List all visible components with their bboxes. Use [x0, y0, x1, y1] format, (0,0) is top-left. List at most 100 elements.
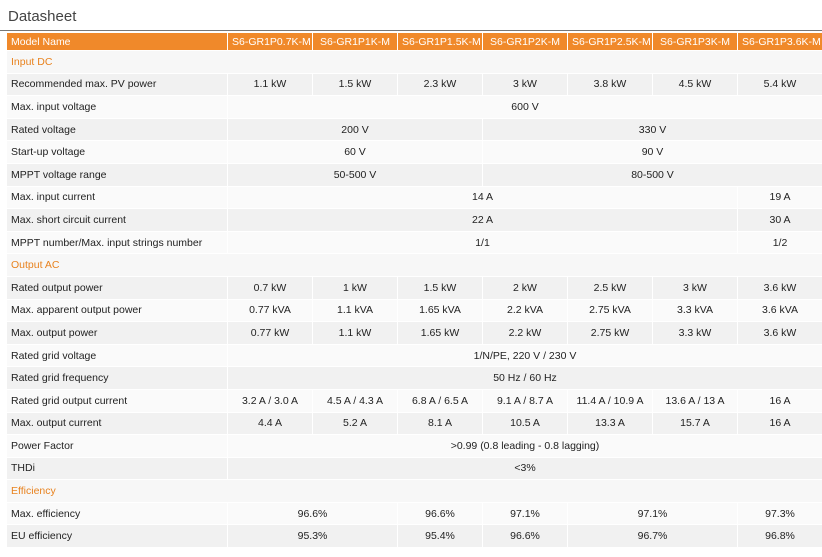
cell: 96.6%	[482, 524, 568, 549]
cell: 3 kW	[482, 72, 568, 97]
model-header: S6-GR1P1K-M	[312, 32, 398, 51]
section-row: Input DC	[6, 50, 822, 74]
cell: 96.8%	[737, 524, 822, 549]
data-row: Max. efficiency 96.6% 96.6% 97.1% 97.1% 97.3%	[6, 501, 822, 526]
cell: 4.4 A	[227, 411, 313, 436]
model-header: S6-GR1P2K-M	[482, 32, 568, 51]
cell: 15.7 A	[652, 411, 738, 436]
cell: 95.4%	[397, 524, 483, 549]
section-row: Efficiency	[6, 479, 822, 503]
data-row: Max. input voltage 600 V	[6, 95, 822, 119]
cell: 2.5 kW	[567, 275, 653, 300]
model-header: S6-GR1P0.7K-M	[227, 32, 313, 51]
cell: 1.5 kW	[397, 275, 483, 300]
cell: 19 A	[737, 185, 822, 210]
section-row: Output AC	[6, 253, 822, 277]
model-header: S6-GR1P3.6K-M	[737, 32, 822, 51]
cell: 1.65 kW	[397, 321, 483, 345]
cell: 0.7 kW	[227, 275, 313, 300]
data-row: MPPT voltage range 50-500 V 80-500 V	[6, 162, 822, 187]
cell: 1 kW	[312, 275, 398, 300]
row-label: Max. efficiency	[6, 501, 228, 526]
cell: 4.5 kW	[652, 72, 738, 97]
cell: 3.8 kW	[567, 72, 653, 97]
row-label: Max. input current	[6, 185, 228, 210]
data-row: Rated grid frequency 50 Hz / 60 Hz	[6, 366, 822, 390]
cell: >0.99 (0.8 leading - 0.8 lagging)	[227, 434, 822, 458]
cell: 330 V	[482, 117, 822, 142]
cell: 8.1 A	[397, 411, 483, 436]
cell: 3.6 kVA	[737, 298, 822, 323]
cell: 3.3 kW	[652, 321, 738, 345]
cell: 3.2 A / 3.0 A	[227, 388, 313, 413]
data-row: THDi <3%	[6, 456, 822, 481]
row-label: EU efficiency	[6, 524, 228, 549]
cell: 30 A	[737, 208, 822, 232]
cell: 600 V	[227, 95, 822, 119]
data-row: EU efficiency 95.3% 95.4% 96.6% 96.7% 96.8%	[6, 524, 822, 549]
cell: 13.3 A	[567, 411, 653, 436]
model-header: S6-GR1P3K-M	[652, 32, 738, 51]
cell: 2.75 kW	[567, 321, 653, 345]
cell: 2.2 kW	[482, 321, 568, 345]
cell: 22 A	[227, 208, 738, 232]
row-label: Max. apparent output power	[6, 298, 228, 323]
cell: 14 A	[227, 185, 738, 210]
cell: 96.6%	[397, 501, 483, 526]
cell: 1.5 kW	[312, 72, 398, 97]
cell: 60 V	[227, 140, 483, 164]
data-row: Rated grid output current 3.2 A / 3.0 A 4.…	[6, 388, 822, 413]
row-label: Rated voltage	[6, 117, 228, 142]
data-row: Max. apparent output power 0.77 kVA 1.1 kV…	[6, 298, 822, 323]
section-title: Output AC	[6, 253, 822, 277]
cell: 1.1 kW	[227, 72, 313, 97]
cell: 0.77 kVA	[227, 298, 313, 323]
cell: 5.4 kW	[737, 72, 822, 97]
header-row: Model Name S6-GR1P0.7K-M S6-GR1P1K-M S6-GR1…	[6, 32, 822, 51]
data-row: Max. output current 4.4 A 5.2 A 8.1 A 10.5 A…	[6, 411, 822, 436]
cell: 90 V	[482, 140, 822, 164]
cell: 3 kW	[652, 275, 738, 300]
row-label: THDi	[6, 456, 228, 481]
cell: 96.7%	[567, 524, 738, 549]
cell: 3.6 kW	[737, 321, 822, 345]
cell: 2.3 kW	[397, 72, 483, 97]
row-label: Max. output power	[6, 321, 228, 345]
data-row: Rated output power 0.7 kW 1 kW 1.5 kW 2 kW 2.…	[6, 275, 822, 300]
cell: 200 V	[227, 117, 483, 142]
model-header: S6-GR1P1.5K-M	[397, 32, 483, 51]
cell: 2.75 kVA	[567, 298, 653, 323]
row-label: Power Factor	[6, 434, 228, 458]
row-label: MPPT voltage range	[6, 162, 228, 187]
cell: 6.8 A / 6.5 A	[397, 388, 483, 413]
row-label: Max. input voltage	[6, 95, 228, 119]
header-label: Model Name	[6, 32, 228, 51]
cell: <3%	[227, 456, 822, 481]
data-row: MPPT number/Max. input strings number 1/1…	[6, 230, 822, 255]
table-body: Input DC Recommended max. PV power 1.1 kW 1…	[6, 50, 822, 549]
cell: 4.5 A / 4.3 A	[312, 388, 398, 413]
cell: 96.6%	[227, 501, 398, 526]
cell: 5.2 A	[312, 411, 398, 436]
data-row: Start-up voltage 60 V 90 V	[6, 140, 822, 164]
cell: 13.6 A / 13 A	[652, 388, 738, 413]
section-title: Input DC	[6, 50, 822, 74]
cell: 97.1%	[482, 501, 568, 526]
row-label: Max. output current	[6, 411, 228, 436]
cell: 10.5 A	[482, 411, 568, 436]
row-label: Recommended max. PV power	[6, 72, 228, 97]
cell: 50-500 V	[227, 162, 483, 187]
cell: 1.1 kW	[312, 321, 398, 345]
cell: 1.1 kVA	[312, 298, 398, 323]
data-row: Max. output power 0.77 kW 1.1 kW 1.65 kW 2.2…	[6, 321, 822, 345]
cell: 97.3%	[737, 501, 822, 526]
data-row: Max. short circuit current 22 A 30 A	[6, 208, 822, 232]
data-row: Power Factor >0.99 (0.8 leading - 0.8 lag…	[6, 434, 822, 458]
row-label: Rated grid voltage	[6, 343, 228, 368]
cell: 3.3 kVA	[652, 298, 738, 323]
data-row: Max. input current 14 A 19 A	[6, 185, 822, 210]
row-label: Max. short circuit current	[6, 208, 228, 232]
cell: 1/N/PE, 220 V / 230 V	[227, 343, 822, 368]
data-row: Rated grid voltage 1/N/PE, 220 V / 230 V	[6, 343, 822, 368]
